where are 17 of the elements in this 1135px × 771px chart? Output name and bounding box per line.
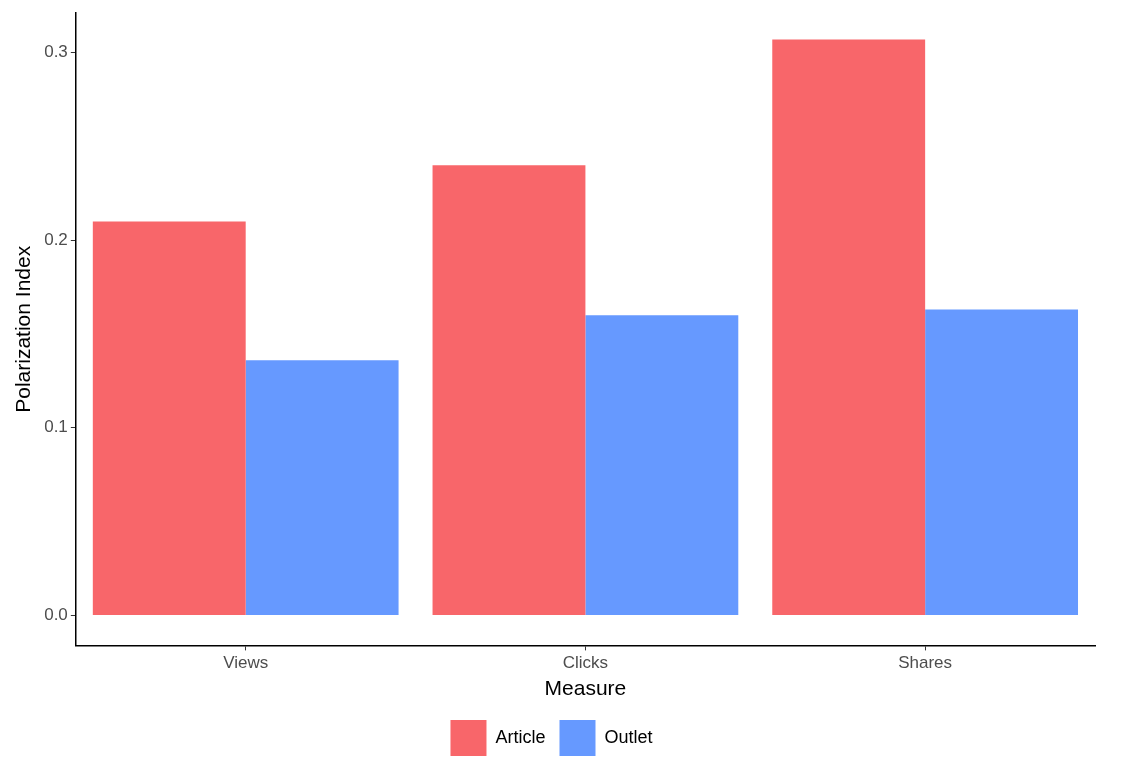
bar	[92, 221, 246, 615]
bar	[245, 360, 399, 615]
x-axis-title: Measure	[544, 676, 627, 700]
legend-label: Article	[495, 726, 546, 747]
x-tick-label: Views	[223, 653, 269, 673]
bar	[585, 315, 739, 615]
x-tick-label: Shares	[898, 653, 953, 673]
y-axis-title: Polarization Index	[11, 245, 35, 413]
bar	[925, 309, 1079, 615]
bar	[772, 39, 926, 615]
y-tick-label: 0.0	[44, 605, 68, 625]
y-tick-label: 0.3	[44, 42, 68, 62]
bar	[432, 165, 586, 615]
x-tick-label: Clicks	[562, 653, 609, 673]
legend-label: Outlet	[604, 726, 653, 747]
y-tick-label: 0.1	[44, 417, 68, 437]
y-tick-label: 0.2	[44, 229, 68, 249]
